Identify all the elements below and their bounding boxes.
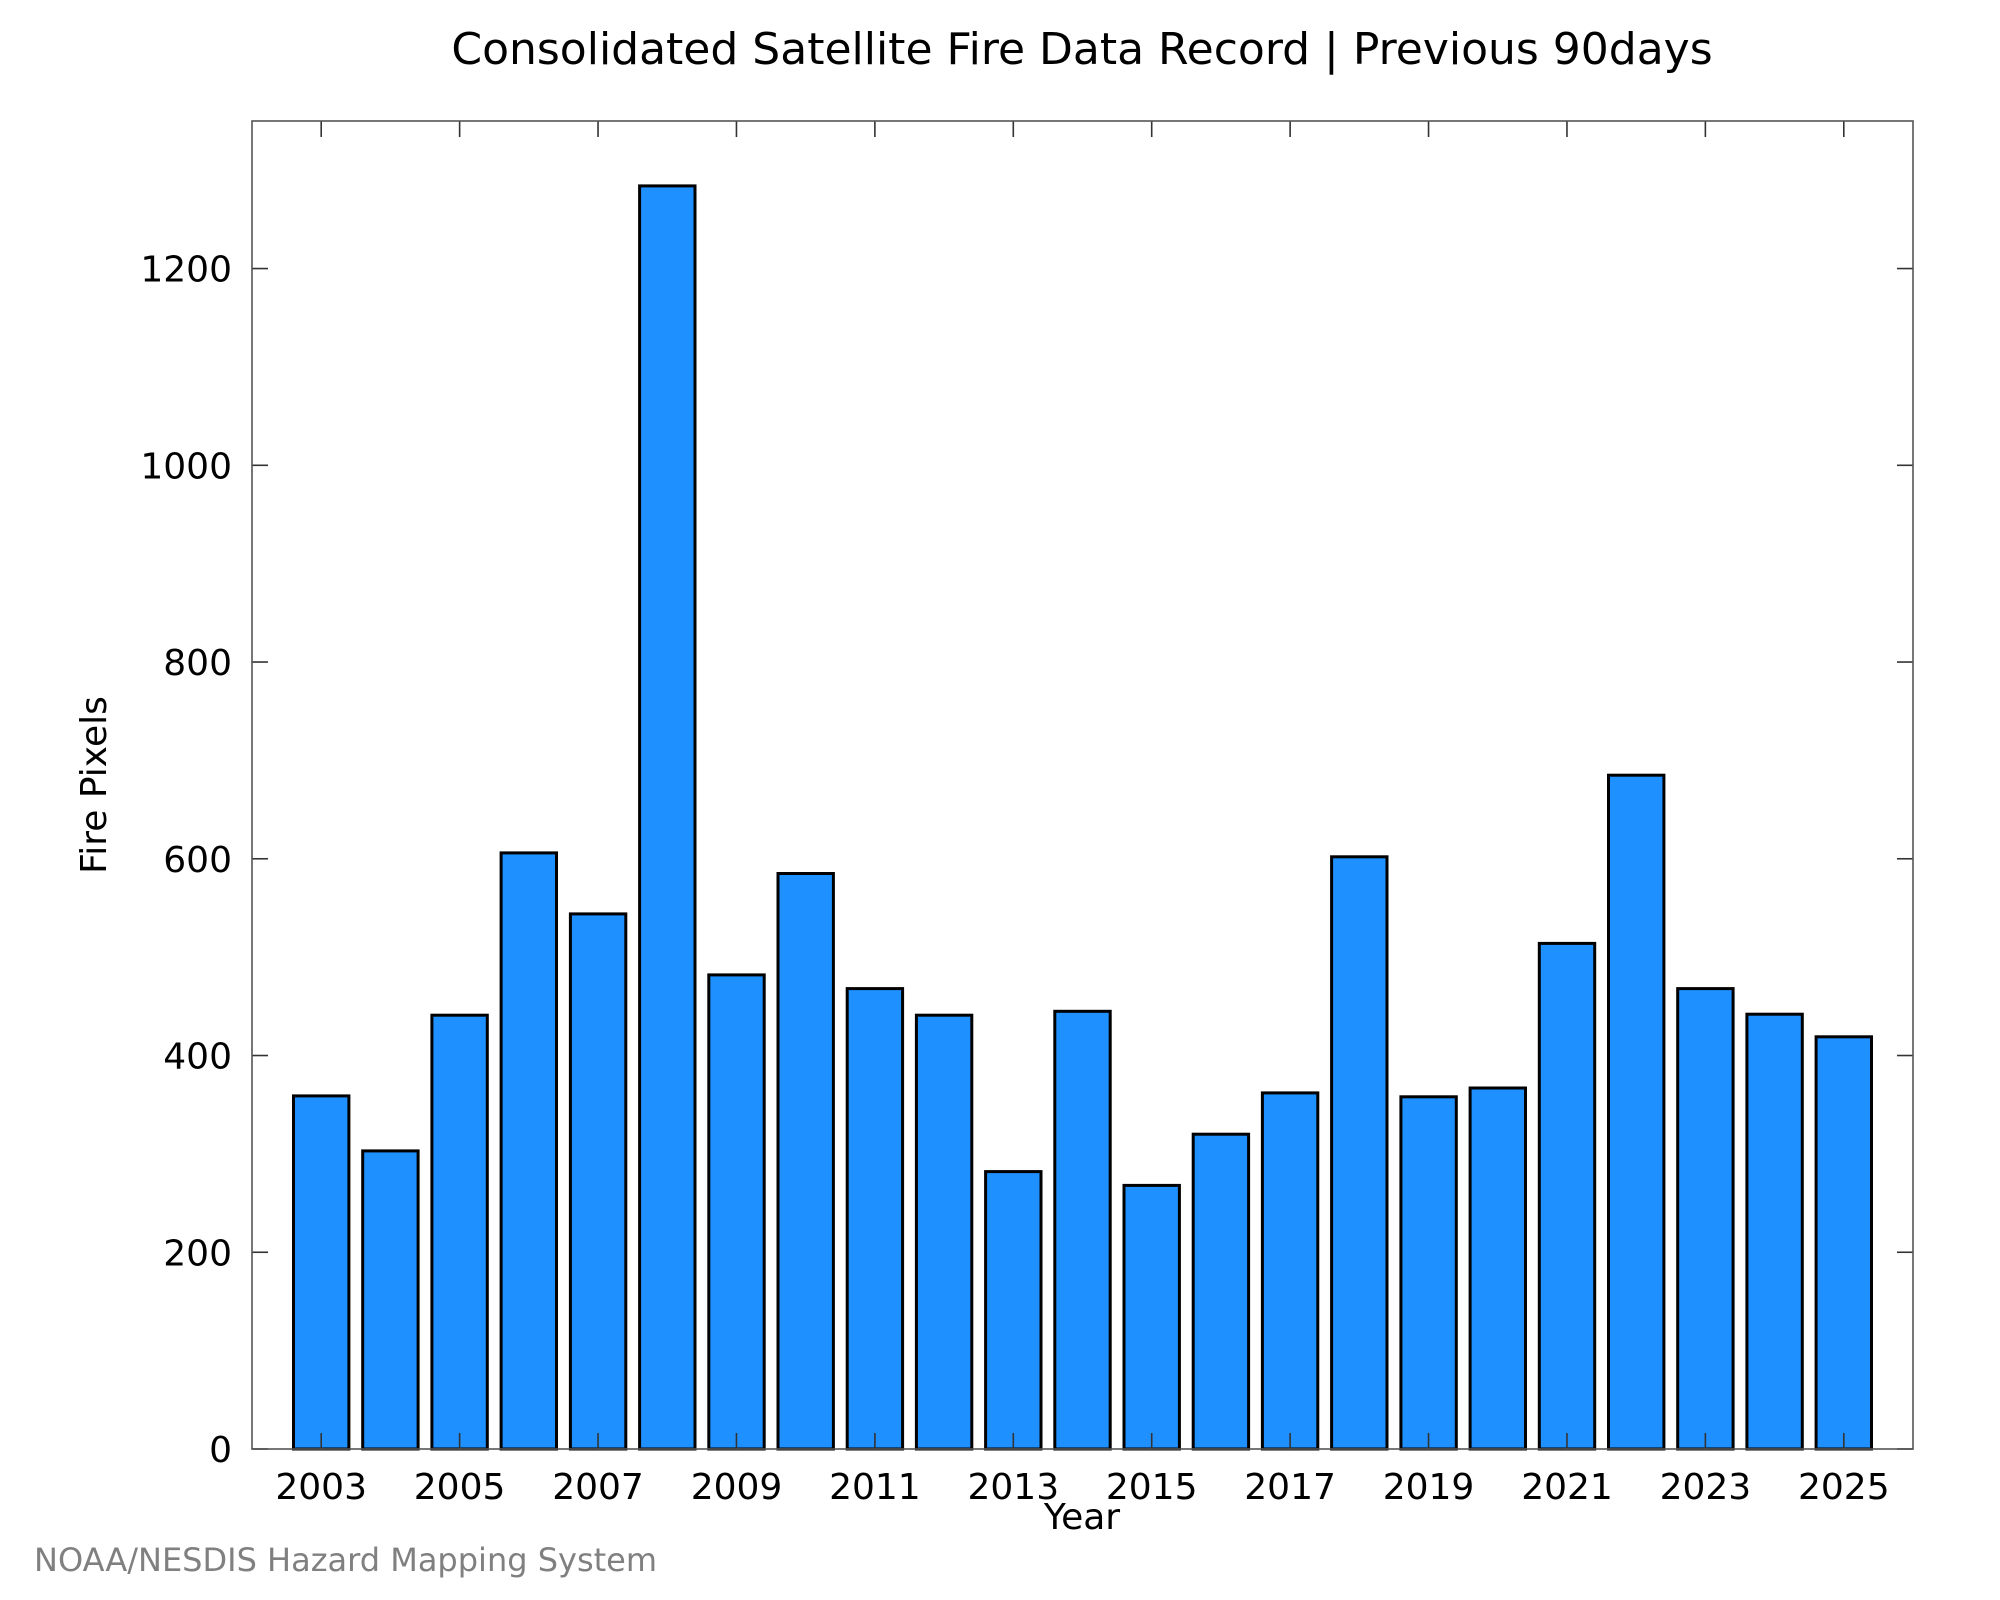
bar-2006 xyxy=(499,851,559,1451)
bar-2011 xyxy=(845,987,905,1451)
y-tick-label-800: 800 xyxy=(163,643,232,684)
bar-2017 xyxy=(1260,1091,1320,1451)
chart-title: Consolidated Satellite Fire Data Record … xyxy=(451,24,1712,75)
bar-2012 xyxy=(914,1013,974,1451)
credit-text: NOAA/NESDIS Hazard Mapping System xyxy=(34,1541,657,1579)
y-axis-label: Fire Pixels xyxy=(74,696,115,874)
bar-2009 xyxy=(707,973,766,1451)
x-tick-label-2003: 2003 xyxy=(275,1467,367,1508)
y-tick-label-1000: 1000 xyxy=(140,446,232,487)
x-tick-label-2019: 2019 xyxy=(1383,1467,1475,1508)
bar-2014 xyxy=(1053,1009,1112,1451)
x-axis-label: Year xyxy=(1043,1497,1120,1538)
y-tick-label-400: 400 xyxy=(163,1037,232,1078)
bar-2018 xyxy=(1330,855,1389,1451)
x-tick-label-2005: 2005 xyxy=(414,1467,506,1508)
x-tick-label-2023: 2023 xyxy=(1660,1467,1752,1508)
bar-series xyxy=(292,184,1873,1451)
bar-2015 xyxy=(1122,1183,1181,1451)
bar-2013 xyxy=(984,1170,1043,1451)
bar-2020 xyxy=(1468,1086,1527,1451)
y-tick-label-0: 0 xyxy=(209,1430,232,1471)
x-tick-label-2011: 2011 xyxy=(829,1467,921,1508)
bar-2025 xyxy=(1814,1035,1873,1451)
y-tick-label-1200: 1200 xyxy=(140,250,232,291)
x-tick-label-2017: 2017 xyxy=(1244,1467,1336,1508)
plot-frame xyxy=(251,120,1914,1450)
y-tick-label-600: 600 xyxy=(163,840,232,881)
bar-2005 xyxy=(430,1013,489,1451)
bar-2007 xyxy=(568,912,628,1451)
bar-2021 xyxy=(1537,941,1597,1451)
bar-2023 xyxy=(1676,987,1735,1451)
bar-2019 xyxy=(1399,1095,1458,1451)
x-tick-label-2009: 2009 xyxy=(691,1467,783,1508)
bar-2004 xyxy=(361,1149,420,1451)
bar-2022 xyxy=(1607,773,1666,1451)
x-tick-label-2021: 2021 xyxy=(1521,1467,1613,1508)
bar-2008 xyxy=(638,184,697,1451)
bar-2010 xyxy=(776,872,835,1451)
x-tick-labels: 2003 2005 2007 2009 2011 2013 2015 2017 2019 2021… xyxy=(275,1467,1889,1508)
y-tick-labels: 0 200 400 600 800 1000 1200 xyxy=(140,250,232,1471)
bar-2016 xyxy=(1191,1132,1251,1451)
bar-2003 xyxy=(292,1094,351,1451)
x-tick-label-2007: 2007 xyxy=(552,1467,644,1508)
x-tick-label-2015: 2015 xyxy=(1106,1467,1198,1508)
y-tick-label-200: 200 xyxy=(163,1233,232,1274)
x-tick-label-2013: 2013 xyxy=(967,1467,1059,1508)
x-tick-label-2025: 2025 xyxy=(1798,1467,1890,1508)
bar-2024 xyxy=(1745,1012,1804,1451)
